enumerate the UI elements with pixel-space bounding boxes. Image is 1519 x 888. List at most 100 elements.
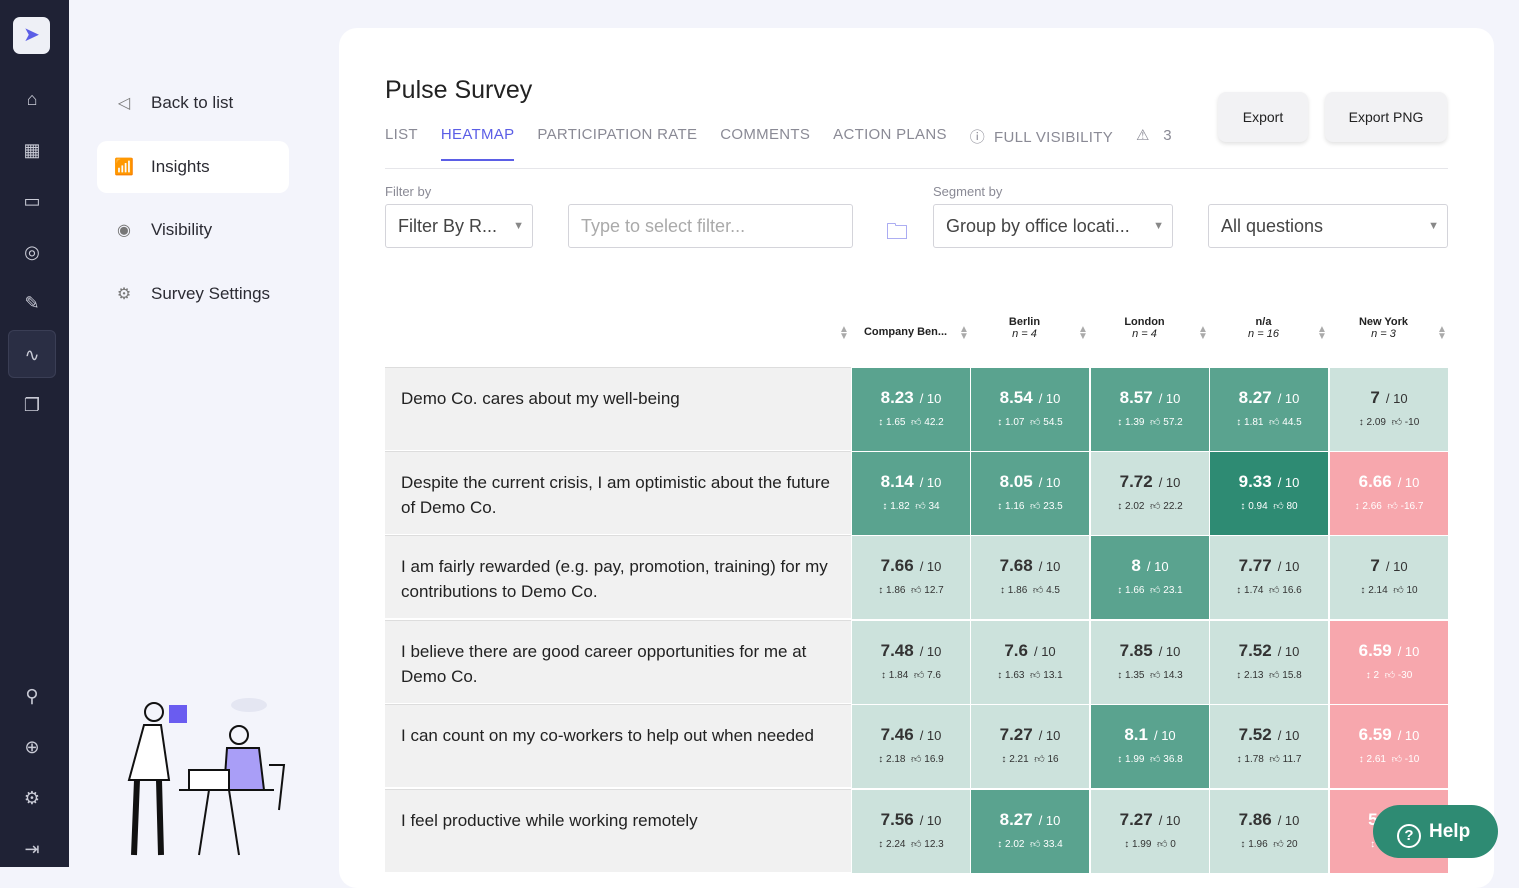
heatmap-cell[interactable]: 8.23 / 10 ↕ 1.65 👍︎ 42.2 (852, 368, 970, 451)
search-icon[interactable]: ⚲ (25, 686, 39, 706)
heatmap-cell[interactable]: 7.77 / 10 ↕ 1.74 👍︎ 16.6 (1210, 536, 1328, 619)
plus-circle-icon[interactable]: ⊕ (24, 737, 40, 757)
heatmap-cell[interactable]: 8.54 / 10 ↕ 1.07 👍︎ 54.5 (971, 368, 1089, 451)
sort-icon[interactable]: ▲ ▼ (1198, 324, 1208, 342)
heatmap-cell[interactable]: 7.86 / 10 ↕ 1.96 👍︎ 20 (1210, 790, 1328, 873)
column-name: Berlin (1008, 316, 1041, 328)
nav-visibility[interactable]: ◉ Visibility (97, 204, 289, 256)
segment-by-select[interactable]: Group by office locati... ▼ (933, 204, 1173, 248)
favorability: 36.8 (1163, 754, 1183, 765)
sort-icon[interactable]: ▲ ▼ (1317, 324, 1327, 342)
score-scale: / 10 (919, 813, 942, 828)
column-header[interactable]: New York n = 3 (1324, 316, 1443, 340)
heatmap-cell[interactable]: 7 / 10 ↕ 2.09 👍︎ -10 (1330, 368, 1448, 451)
people-illustration (127, 698, 286, 856)
sort-icon[interactable]: ▲ ▼ (959, 324, 969, 342)
nav-insights[interactable]: 📶 Insights (97, 141, 289, 193)
edit-icon[interactable]: ✎ (24, 293, 40, 313)
sort-icon[interactable]: ▲ ▼ (1078, 324, 1088, 342)
heatmap-cell[interactable]: 9.33 / 10 ↕ 0.94 👍︎ 80 (1210, 452, 1328, 535)
logout-icon[interactable]: ⇥ (24, 839, 40, 859)
heatmap-cell[interactable]: 7.52 / 10 ↕ 1.78 👍︎ 11.7 (1210, 705, 1328, 788)
thumbs-up-icon: 👍︎ (1384, 670, 1396, 681)
std-dev: 2.61 (1366, 754, 1386, 765)
nav-survey-settings[interactable]: ⚙ Survey Settings (97, 268, 289, 320)
target-icon[interactable]: ◎ (24, 242, 40, 262)
tab-comments[interactable]: COMMENTS (720, 126, 811, 143)
score: 7.52 (1238, 641, 1272, 660)
book-icon[interactable]: ❐ (23, 395, 41, 415)
std-dev: 0.94 (1248, 501, 1268, 512)
folder-icon[interactable]: 🗀 (886, 219, 909, 244)
heatmap-cell[interactable]: 7.46 / 10 ↕ 2.18 👍︎ 16.9 (852, 705, 970, 788)
heatmap-cell[interactable]: 7.85 / 10 ↕ 1.35 👍︎ 14.3 (1091, 621, 1209, 704)
heatmap-cell[interactable]: 7.68 / 10 ↕ 1.86 👍︎ 4.5 (971, 536, 1089, 619)
logo-icon[interactable]: ➤ (13, 17, 50, 54)
chat-icon[interactable]: ▭ (23, 191, 41, 211)
caret-down-icon: ▼ (513, 220, 524, 232)
tab-full-visibility[interactable]: ⓘ FULL VISIBILITY (970, 126, 1113, 161)
spread-icon: ↕ (1117, 417, 1123, 428)
heatmap-cell[interactable]: 7.27 / 10 ↕ 1.99 👍︎ 0 (1091, 790, 1209, 873)
heatmap-cell[interactable]: 7 / 10 ↕ 2.14 👍︎ 10 (1330, 536, 1448, 619)
favorability: 54.5 (1043, 417, 1063, 428)
heatmap-cell[interactable]: 7.66 / 10 ↕ 1.86 👍︎ 12.7 (852, 536, 970, 619)
column-header[interactable]: Berlin n = 4 (965, 316, 1084, 340)
thumbs-up-icon: 👍︎ (1269, 585, 1280, 596)
score-scale: / 10 (1033, 644, 1056, 659)
score: 7.85 (1119, 641, 1153, 660)
question-row-label: I am fairly rewarded (e.g. pay, promotio… (385, 535, 851, 618)
heatmap-cell[interactable]: 6.59 / 10 ↕ 2 👍︎ -30 (1330, 621, 1448, 704)
heatmap-cell[interactable]: 8 / 10 ↕ 1.66 👍︎ 23.1 (1091, 536, 1209, 619)
tab-heatmap[interactable]: HEATMAP (440, 126, 515, 161)
thumbs-up-icon: 👍︎ (915, 501, 926, 512)
heatmap-cell[interactable]: 7.6 / 10 ↕ 1.63 👍︎ 13.1 (971, 621, 1089, 704)
score-scale: / 10 (1385, 559, 1408, 574)
heatmap-cell[interactable]: 8.1 / 10 ↕ 1.99 👍︎ 36.8 (1091, 705, 1209, 788)
column-header[interactable]: n/a n = 16 (1204, 316, 1323, 340)
heatmap-cell[interactable]: 6.59 / 10 ↕ 2.61 👍︎ -10 (1330, 705, 1448, 788)
heatmap-cell[interactable]: 8.27 / 10 ↕ 2.02 👍︎ 33.4 (971, 790, 1089, 873)
help-button[interactable]: ? Help (1373, 805, 1498, 858)
thumbs-up-icon: 👍︎ (1032, 585, 1044, 596)
score-scale: / 10 (919, 475, 942, 490)
select-value: All questions (1221, 216, 1324, 236)
home-icon[interactable]: ⌂ (26, 89, 38, 109)
score: 7.77 (1238, 556, 1272, 575)
sort-icon[interactable]: ▲ ▼ (1437, 324, 1447, 342)
tab-action-plans[interactable]: ACTION PLANS (833, 126, 947, 143)
heatmap-cell[interactable]: 8.14 / 10 ↕ 1.82 👍︎ 34 (852, 452, 970, 535)
spread-icon: ↕ (878, 839, 884, 850)
heatmap-cell[interactable]: 7.27 / 10 ↕ 2.21 👍︎ 16 (971, 705, 1089, 788)
sort-icon[interactable]: ▲ ▼ (839, 324, 849, 342)
gear-icon[interactable]: ⚙ (23, 788, 41, 808)
heatmap-cell[interactable]: 7.52 / 10 ↕ 2.13 👍︎ 15.8 (1210, 621, 1328, 704)
column-count: n = 4 (1132, 328, 1157, 340)
pulse-icon[interactable]: ∿ (8, 330, 56, 378)
filter-value-input[interactable]: Type to select filter... (568, 204, 853, 248)
heatmap-cell[interactable]: 7.72 / 10 ↕ 2.02 👍︎ 22.2 (1091, 452, 1209, 535)
calendar-icon[interactable]: ▦ (23, 140, 41, 160)
heatmap-cell[interactable]: 8.57 / 10 ↕ 1.39 👍︎ 57.2 (1091, 368, 1209, 451)
filter-by-select[interactable]: Filter By R... ▼ (385, 204, 533, 248)
warnings-tab[interactable]: ⚠ 3 (1136, 126, 1172, 161)
heatmap-cell[interactable]: 8.05 / 10 ↕ 1.16 👍︎ 23.5 (971, 452, 1089, 535)
spread-icon: ↕ (997, 670, 1003, 681)
column-header[interactable]: Company Ben... (846, 326, 965, 338)
heatmap-cell[interactable]: 6.66 / 10 ↕ 2.66 👍︎ -16.7 (1330, 452, 1448, 535)
tab-list[interactable]: LIST (385, 126, 418, 143)
heatmap-cell[interactable]: 7.48 / 10 ↕ 1.84 👍︎ 7.6 (852, 621, 970, 704)
score: 8.57 (1119, 388, 1153, 407)
thumbs-up-icon: 👍︎ (1157, 839, 1168, 850)
tab-participation-rate[interactable]: PARTICIPATION RATE (537, 126, 698, 143)
questions-select[interactable]: All questions ▼ (1208, 204, 1448, 248)
export-png-button[interactable]: Export PNG (1325, 92, 1447, 142)
heatmap-cell[interactable]: 7.56 / 10 ↕ 2.24 👍︎ 12.3 (852, 790, 970, 873)
favorability: -10 (1404, 754, 1420, 765)
thumbs-up-icon: 👍︎ (1393, 585, 1404, 596)
column-header[interactable]: London n = 4 (1085, 316, 1204, 340)
score-scale: / 10 (1277, 391, 1300, 406)
export-button[interactable]: Export (1218, 92, 1308, 142)
back-to-list-link[interactable]: ◁ Back to list (97, 77, 289, 129)
heatmap-cell[interactable]: 8.27 / 10 ↕ 1.81 👍︎ 44.5 (1210, 368, 1328, 451)
